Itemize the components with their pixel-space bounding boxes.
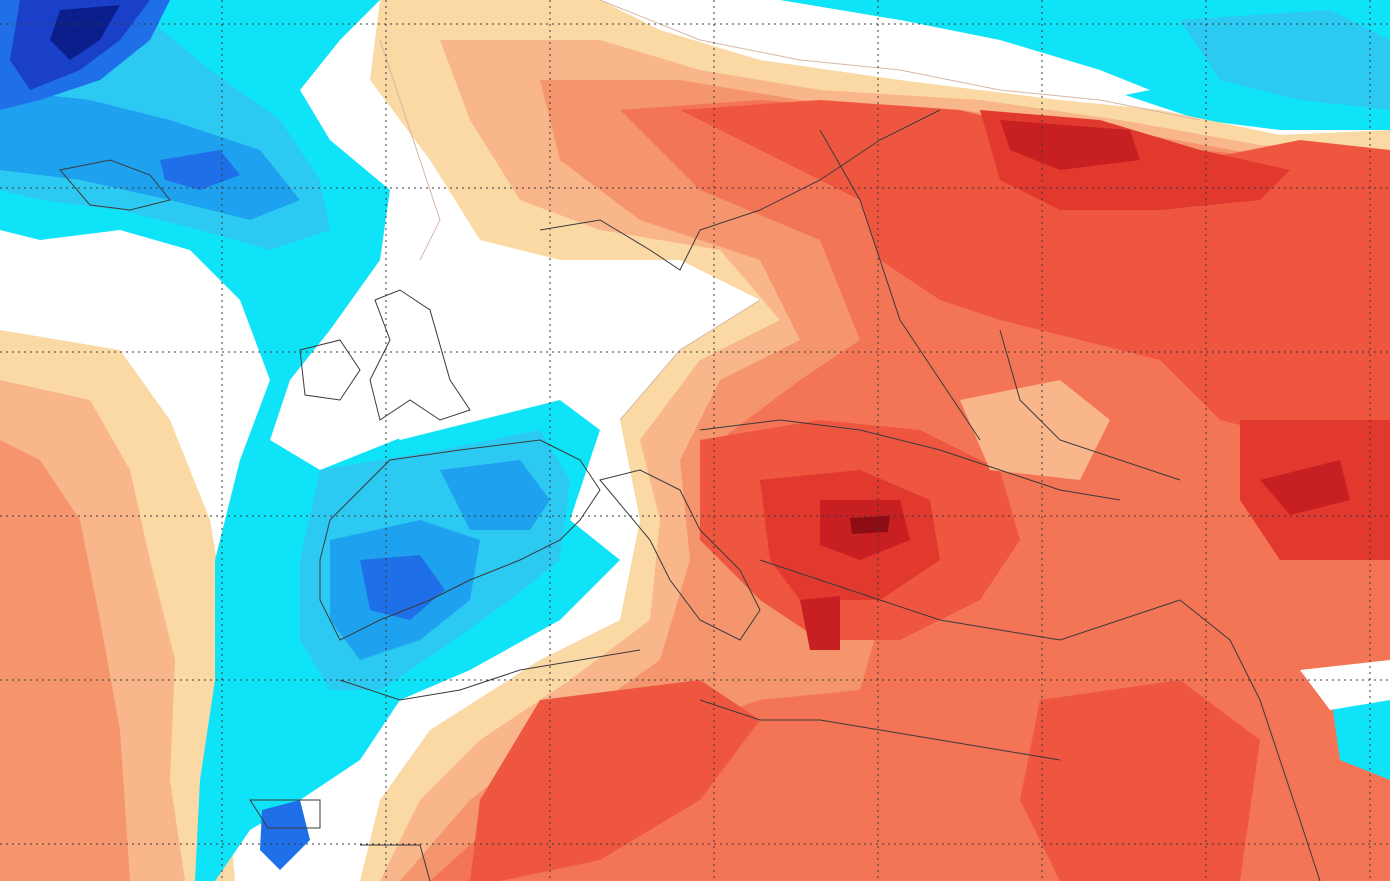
contour-line (619, 299, 761, 421)
sahara-red (470, 680, 760, 881)
border-line (249, 799, 321, 829)
border-line (699, 699, 1061, 761)
iberia-cold-blue (360, 555, 445, 620)
greece-darkred (800, 596, 840, 650)
arctic-neutral (600, 0, 1150, 100)
canary-cold-blue (260, 800, 310, 870)
border-line (339, 649, 641, 701)
border-line (699, 419, 1121, 501)
border-line (999, 329, 1181, 481)
middleeast-red (1020, 680, 1260, 881)
contours (379, 0, 1201, 421)
cold-band-cyan (0, 0, 620, 881)
border-line (759, 559, 1181, 641)
russia-darkred (1000, 120, 1140, 170)
coastlines-borders (59, 109, 1321, 881)
east-cold-neutral (1300, 660, 1390, 710)
greenland-cold-deepnavy (50, 5, 120, 60)
north-sea-neutral (330, 40, 760, 440)
border-line (369, 289, 471, 421)
contour-line (599, 0, 1201, 121)
iceland-cold-blue (160, 150, 240, 190)
border-line (299, 339, 361, 401)
atlantic-warm-west-core (0, 440, 130, 881)
border-line (319, 439, 601, 641)
border-line (599, 469, 761, 641)
greenland-cold-midblue (0, 90, 300, 220)
arctic-lightblue (1180, 10, 1390, 110)
france-cold-midblue (440, 460, 550, 530)
border-line (59, 159, 171, 211)
border-line (360, 844, 431, 881)
hungary-core (850, 516, 890, 534)
border-line (1179, 599, 1321, 881)
east-darkred (1260, 460, 1350, 515)
ukraine-peach (960, 380, 1110, 480)
border-line (539, 109, 941, 271)
contour-line (379, 39, 441, 261)
